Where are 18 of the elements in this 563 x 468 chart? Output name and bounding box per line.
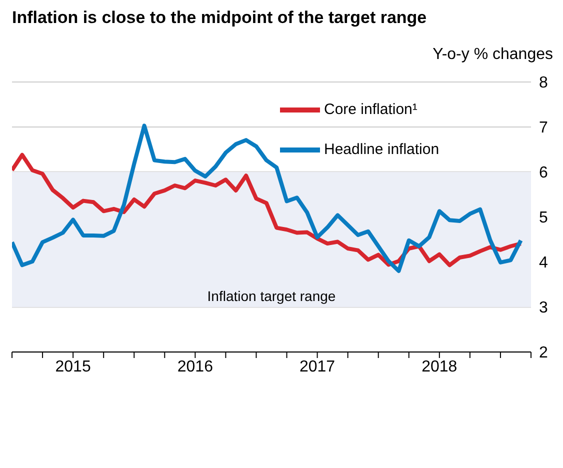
- legend-label: Headline inflation: [324, 140, 440, 158]
- line-series: [12, 124, 523, 273]
- x-tick-label: 2016: [177, 358, 214, 376]
- y-tick-label: 7: [539, 120, 548, 137]
- y-tick-label: 2: [539, 344, 548, 362]
- x-tick-label: 2015: [55, 358, 91, 376]
- y-tick-label: 4: [539, 254, 548, 272]
- y-tick-label: 3: [539, 300, 548, 317]
- x-tick-label: 2017: [299, 358, 336, 376]
- legend-label: Core inflation¹: [324, 100, 418, 118]
- band-label: Inflation target range: [207, 288, 336, 304]
- y-tick-label: 5: [539, 210, 548, 227]
- y-tick-label: 6: [539, 164, 548, 182]
- line-series: [12, 152, 523, 268]
- x-tick-label: 2018: [422, 358, 458, 376]
- y-tick-label: 8: [539, 74, 548, 92]
- chart-title: Inflation is close to the midpoint of the target range: [12, 8, 427, 28]
- y-axis-title: Y-o-y % changes: [432, 46, 553, 64]
